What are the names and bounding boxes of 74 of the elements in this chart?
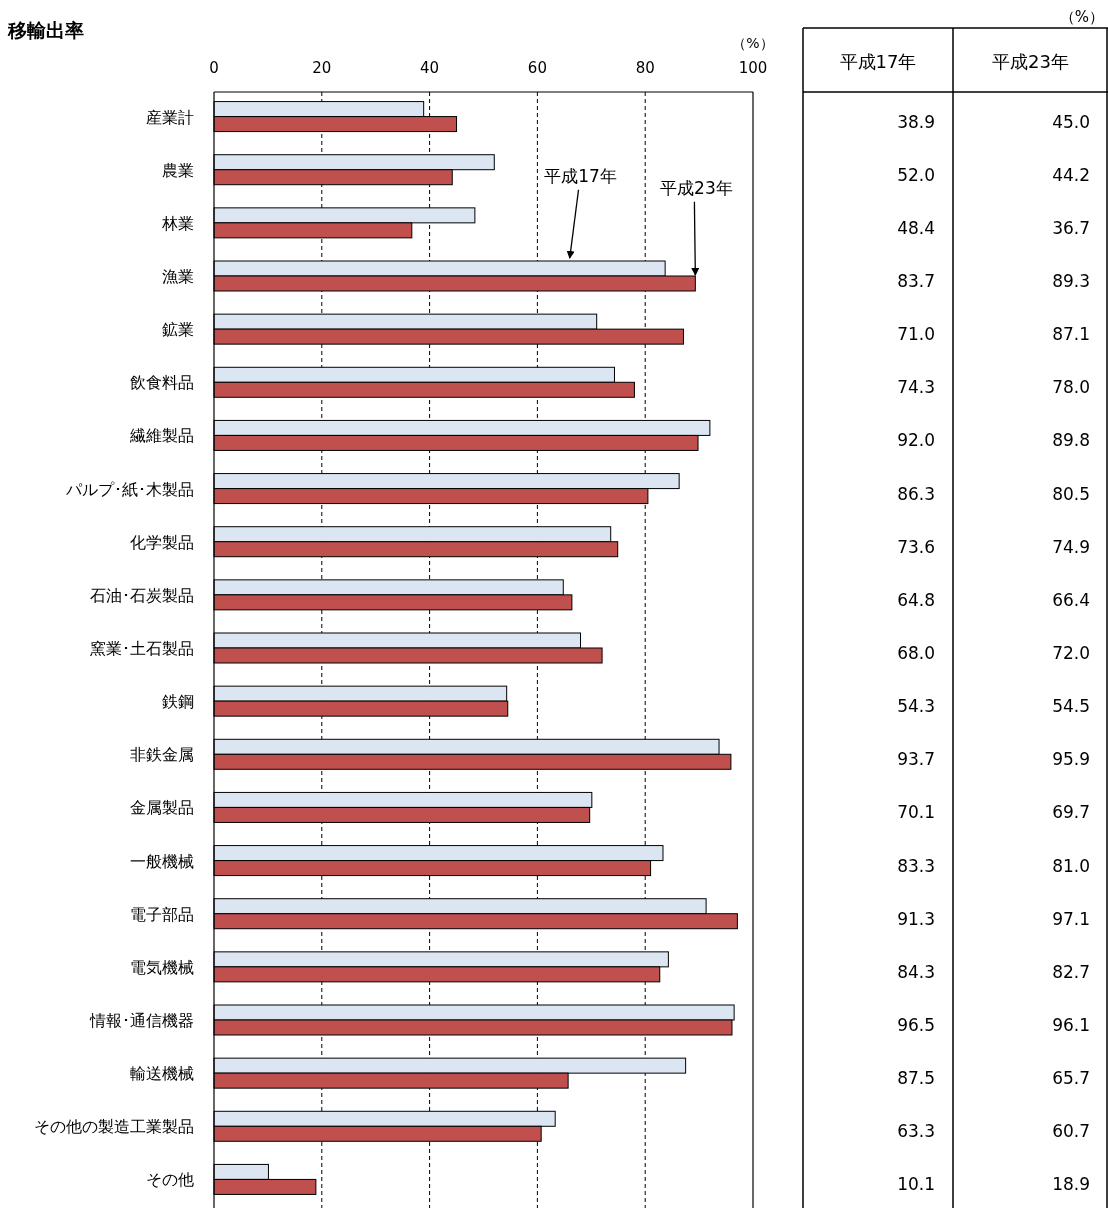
data-label: 68.0	[897, 643, 935, 663]
y-tick-label: パルプ･紙･木製品	[65, 479, 194, 499]
text: 平成23年	[992, 51, 1069, 72]
data-label: 89.3	[1052, 271, 1090, 291]
data-label: 71.0	[897, 324, 935, 345]
data-label: 36.7	[1052, 217, 1090, 238]
data-label: 44.2	[1052, 164, 1090, 185]
y-tick-label: 繊維製品	[129, 426, 194, 446]
y-tick-label: 非鉄金属	[130, 745, 194, 765]
data-label: 66.4	[1052, 589, 1090, 610]
data-label: 87.5	[897, 1068, 935, 1089]
text: （%）	[1059, 8, 1104, 26]
data-label: 63.3	[897, 1121, 935, 1142]
data-label: 96.5	[897, 1015, 935, 1035]
y-tick-label: 輸送機械	[130, 1064, 194, 1084]
y-tick-label: 窯業･土石製品	[90, 639, 194, 658]
y-tick-label: 情報･通信機器	[89, 1011, 194, 1030]
data-label: 96.1	[1052, 1015, 1090, 1035]
y-tick-label: 林業	[161, 213, 194, 233]
y-tick-label: 産業計	[146, 107, 194, 127]
y-tick-label: 化学製品	[130, 532, 194, 552]
data-label: 87.1	[1052, 324, 1090, 345]
data-label: 84.3	[897, 961, 935, 982]
data-label: 91.3	[897, 908, 935, 929]
y-tick-label: 農業	[162, 160, 194, 180]
y-tick-label: その他	[146, 1170, 194, 1190]
data-label: 70.1	[897, 802, 935, 823]
y-tick-label: 金属製品	[130, 798, 194, 818]
data-label: 69.7	[1052, 802, 1090, 823]
data-label: 83.7	[897, 271, 935, 291]
data-label: 81.0	[1052, 855, 1090, 876]
y-tick-label: 電気機械	[130, 957, 194, 977]
data-label: 38.9	[897, 111, 935, 132]
data-label: 86.3	[897, 483, 935, 504]
data-label: 74.3	[897, 377, 935, 398]
x-tick-label: 100	[738, 59, 768, 77]
data-label: 80.5	[1052, 483, 1090, 504]
data-label: 82.7	[1052, 961, 1090, 982]
y-tick-label: その他の製造工業製品	[34, 1117, 194, 1137]
data-label: 65.7	[1052, 1068, 1090, 1089]
data-label: 89.8	[1052, 430, 1090, 451]
x-tick-label: 60	[527, 59, 547, 77]
data-label: 73.6	[897, 536, 935, 557]
y-tick-label: 漁業	[162, 267, 194, 286]
data-label: 60.7	[1052, 1121, 1090, 1142]
y-tick-label: 一般機械	[130, 851, 194, 871]
data-label: 74.9	[1052, 536, 1090, 557]
x-axis-title: （%）	[732, 35, 774, 51]
data-label: 10.1	[897, 1174, 935, 1195]
data-label: 78.0	[1052, 377, 1090, 398]
y-tick-label: 石油･石炭製品	[90, 585, 194, 605]
data-label: 54.3	[897, 696, 935, 717]
data-label: 54.5	[1052, 696, 1090, 717]
y-tick-label: 鉱業	[162, 320, 194, 340]
text: 移輸出率	[7, 19, 84, 41]
y-tick-label: 飲食料品	[130, 373, 194, 393]
data-label: 48.4	[897, 217, 935, 238]
data-label: 97.1	[1052, 908, 1090, 929]
data-label: 92.0	[897, 430, 935, 451]
text: 平成17年	[839, 51, 917, 72]
x-tick-label: 40	[420, 59, 440, 77]
data-label: 52.0	[897, 164, 935, 185]
x-tick-label: 20	[312, 59, 332, 77]
data-label: 45.0	[1052, 111, 1090, 132]
data-label: 64.8	[897, 589, 935, 610]
data-label: 93.7	[897, 749, 935, 770]
data-label: 83.3	[897, 855, 935, 876]
y-tick-label: 電子部品	[130, 904, 194, 924]
data-label: 72.0	[1052, 643, 1090, 663]
y-tick-label: 鉄鋼	[162, 692, 194, 712]
x-tick-label: 0	[209, 59, 219, 77]
data-label: 95.9	[1052, 749, 1090, 770]
x-tick-label: 80	[635, 59, 655, 77]
data-label: 18.9	[1052, 1174, 1090, 1195]
